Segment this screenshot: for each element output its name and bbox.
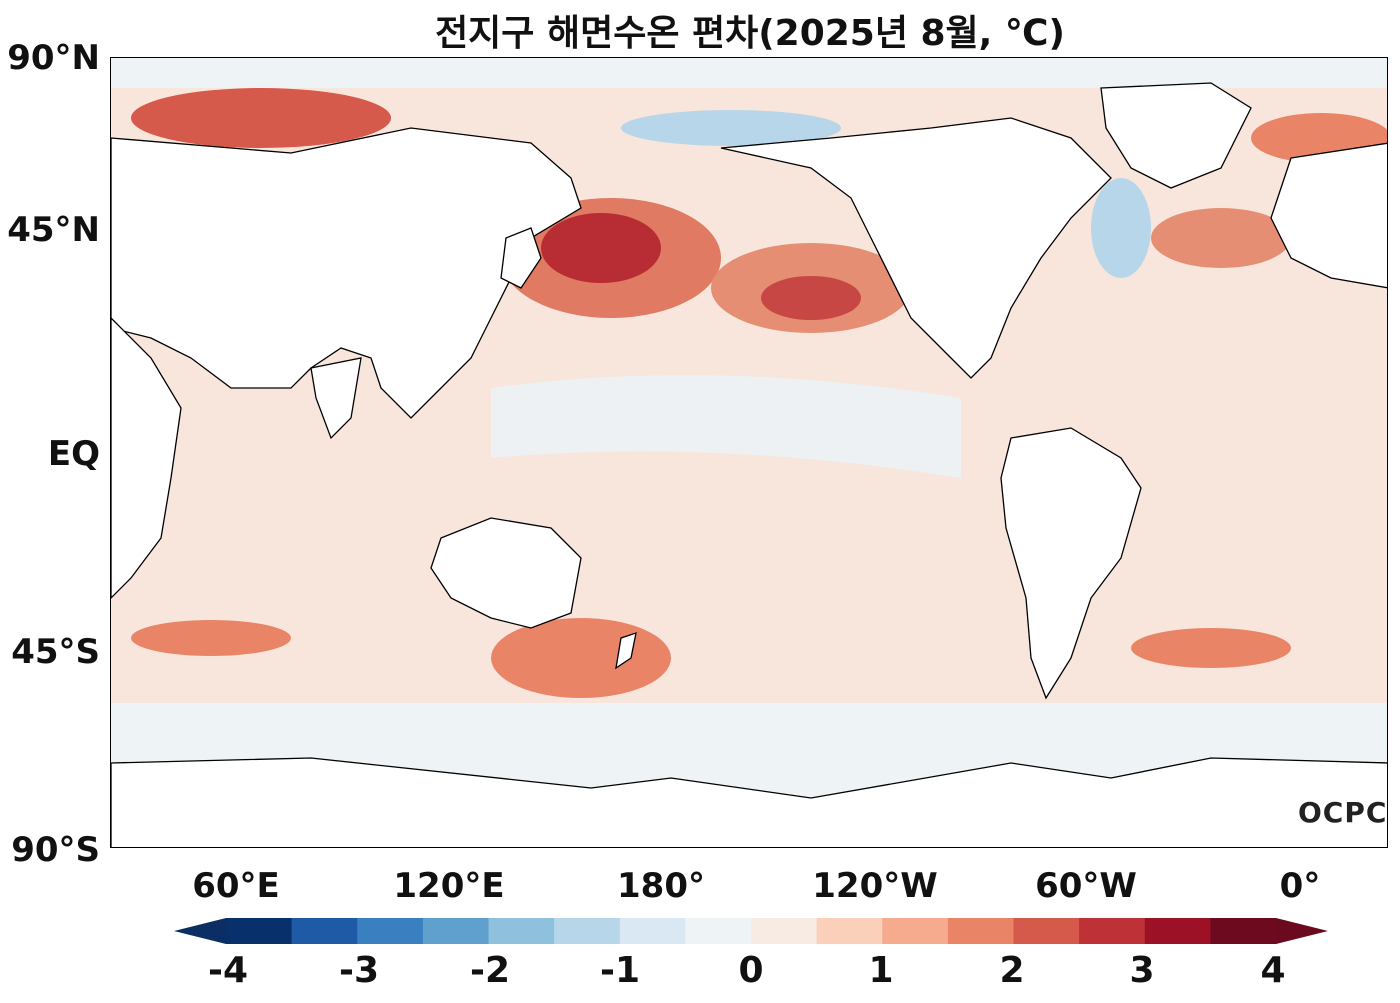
colorbar-label-4: 4	[1260, 950, 1286, 991]
y-label-90s: 90°S	[11, 830, 100, 870]
x-label-120e: 120°E	[393, 866, 505, 906]
colorbar-label-m4: -4	[208, 950, 248, 991]
beaufort-cool	[621, 110, 841, 146]
colorbar-label-1: 1	[868, 950, 894, 991]
sst-anomaly-map	[110, 57, 1388, 848]
colorbar-segment	[422, 918, 489, 944]
land	[111, 82, 1387, 847]
north-america	[720, 117, 1112, 379]
tasman-warm	[491, 618, 671, 698]
x-label-180: 180°	[617, 866, 705, 906]
colorbar-segment	[751, 918, 818, 944]
colorbar-segment	[1144, 918, 1211, 944]
antarctica	[111, 757, 1387, 847]
colorbar-label-m1: -1	[600, 950, 640, 991]
x-label-60w: 60°W	[1035, 866, 1137, 906]
colorbar-segments	[174, 918, 1328, 944]
colorbar	[174, 918, 1328, 944]
australia	[430, 517, 582, 629]
n-atlantic-warm	[1151, 208, 1291, 268]
y-label-45n: 45°N	[7, 210, 100, 250]
colorbar-segment	[226, 918, 293, 944]
greenland	[1100, 82, 1252, 189]
y-label-45s: 45°S	[11, 632, 100, 672]
map-svg	[111, 58, 1387, 847]
colorbar-segment	[291, 918, 358, 944]
y-label-90n: 90°N	[7, 38, 100, 78]
colorbar-segment	[1210, 918, 1277, 944]
ocpc-logo: OCPC	[1298, 796, 1388, 829]
colorbar-segment	[816, 918, 883, 944]
colorbar-extend-over	[1276, 918, 1328, 944]
colorbar-label-0: 0	[738, 950, 764, 991]
labrador-cool	[1091, 178, 1151, 278]
colorbar-segment	[947, 918, 1014, 944]
colorbar-label-2: 2	[999, 950, 1025, 991]
tropical-pacific-neutral	[491, 375, 961, 478]
x-label-60e: 60°E	[192, 866, 280, 906]
colorbar-segment	[882, 918, 949, 944]
colorbar-segment	[488, 918, 555, 944]
africa	[111, 317, 182, 599]
barents-warm	[131, 88, 391, 148]
colorbar-segment	[1013, 918, 1080, 944]
colorbar-segment	[619, 918, 686, 944]
colorbar-label-m2: -2	[470, 950, 510, 991]
chart-title: 전지구 해면수온 편차(2025년 8월, ℃)	[435, 13, 1065, 54]
colorbar-segment	[554, 918, 621, 944]
colorbar-label-m3: -3	[339, 950, 379, 991]
new-zealand	[615, 632, 637, 670]
y-label-eq: EQ	[47, 434, 100, 474]
x-label-0: 0°	[1279, 866, 1321, 906]
japan	[500, 227, 542, 289]
colorbar-extend-under	[174, 918, 226, 944]
eurasia	[111, 127, 582, 419]
colorbar-segment	[357, 918, 424, 944]
south-america	[1000, 427, 1142, 700]
colorbar-label-3: 3	[1129, 950, 1155, 991]
colorbar-segment	[685, 918, 752, 944]
x-label-120w: 120°W	[812, 866, 938, 906]
europe	[1270, 142, 1387, 289]
colorbar-segment	[1079, 918, 1146, 944]
india	[310, 357, 362, 440]
arctic-ice	[111, 58, 1387, 88]
